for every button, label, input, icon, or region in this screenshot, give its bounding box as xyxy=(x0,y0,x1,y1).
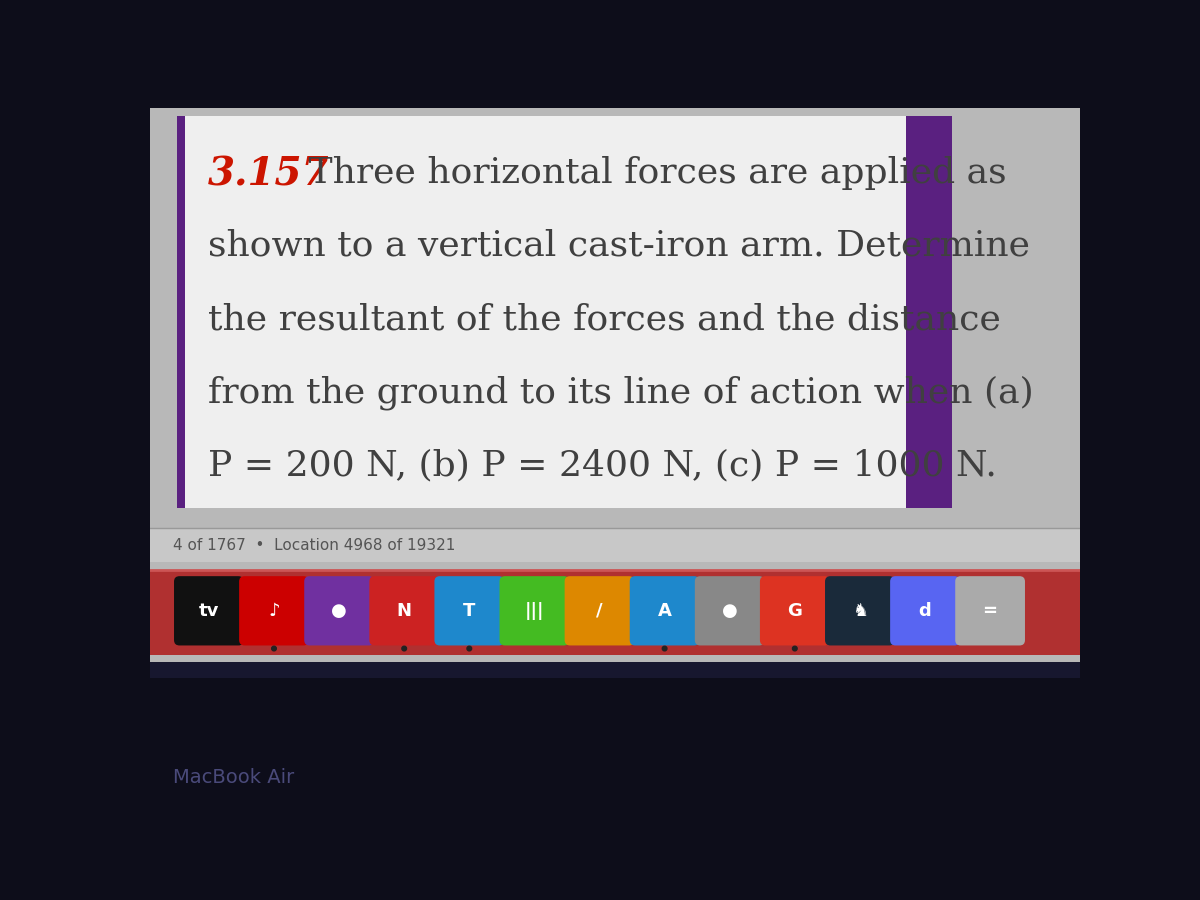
Bar xyxy=(150,662,1080,801)
FancyBboxPatch shape xyxy=(370,576,439,645)
Bar xyxy=(906,116,952,508)
Bar xyxy=(150,662,1080,678)
Text: A: A xyxy=(658,602,672,620)
Text: ●: ● xyxy=(722,602,738,620)
Text: N: N xyxy=(397,602,412,620)
Text: MacBook Air: MacBook Air xyxy=(173,769,294,788)
Text: Three horizontal forces are applied as: Three horizontal forces are applied as xyxy=(298,156,1007,190)
FancyBboxPatch shape xyxy=(565,576,635,645)
FancyBboxPatch shape xyxy=(890,576,960,645)
Circle shape xyxy=(662,646,667,651)
Bar xyxy=(150,108,1080,693)
FancyBboxPatch shape xyxy=(174,576,244,645)
Bar xyxy=(178,116,952,508)
FancyBboxPatch shape xyxy=(305,576,374,645)
Text: d: d xyxy=(919,602,931,620)
FancyBboxPatch shape xyxy=(695,576,764,645)
FancyBboxPatch shape xyxy=(239,576,308,645)
Text: ●: ● xyxy=(331,602,347,620)
Bar xyxy=(178,116,185,508)
Text: from the ground to its line of action when (a): from the ground to its line of action wh… xyxy=(208,375,1034,410)
Circle shape xyxy=(467,646,472,651)
Text: =: = xyxy=(983,602,997,620)
Text: ♪: ♪ xyxy=(269,602,280,620)
Circle shape xyxy=(792,646,797,651)
FancyBboxPatch shape xyxy=(826,576,895,645)
Bar xyxy=(150,570,1080,654)
FancyBboxPatch shape xyxy=(630,576,700,645)
FancyBboxPatch shape xyxy=(760,576,829,645)
Text: /: / xyxy=(596,602,602,620)
Text: tv: tv xyxy=(199,602,220,620)
Text: the resultant of the forces and the distance: the resultant of the forces and the dist… xyxy=(208,302,1001,336)
Text: 3.157: 3.157 xyxy=(208,156,330,194)
Text: 4 of 1767  •  Location 4968 of 19321: 4 of 1767 • Location 4968 of 19321 xyxy=(173,538,456,554)
FancyBboxPatch shape xyxy=(955,576,1025,645)
Bar xyxy=(150,527,1080,562)
Text: P = 200 N, (b) P = 2400 N, (c) P = 1000 N.: P = 200 N, (b) P = 2400 N, (c) P = 1000 … xyxy=(208,448,997,482)
Circle shape xyxy=(402,646,407,651)
Text: shown to a vertical cast-iron arm. Determine: shown to a vertical cast-iron arm. Deter… xyxy=(208,229,1030,263)
FancyBboxPatch shape xyxy=(499,576,569,645)
Text: |||: ||| xyxy=(524,602,544,620)
Text: G: G xyxy=(787,602,803,620)
Text: T: T xyxy=(463,602,475,620)
Circle shape xyxy=(271,646,276,651)
Text: ♞: ♞ xyxy=(852,602,868,620)
FancyBboxPatch shape xyxy=(434,576,504,645)
